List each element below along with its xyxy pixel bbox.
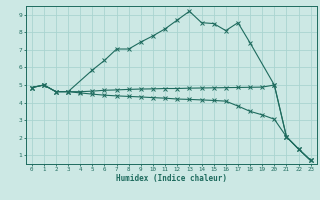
X-axis label: Humidex (Indice chaleur): Humidex (Indice chaleur) bbox=[116, 174, 227, 183]
